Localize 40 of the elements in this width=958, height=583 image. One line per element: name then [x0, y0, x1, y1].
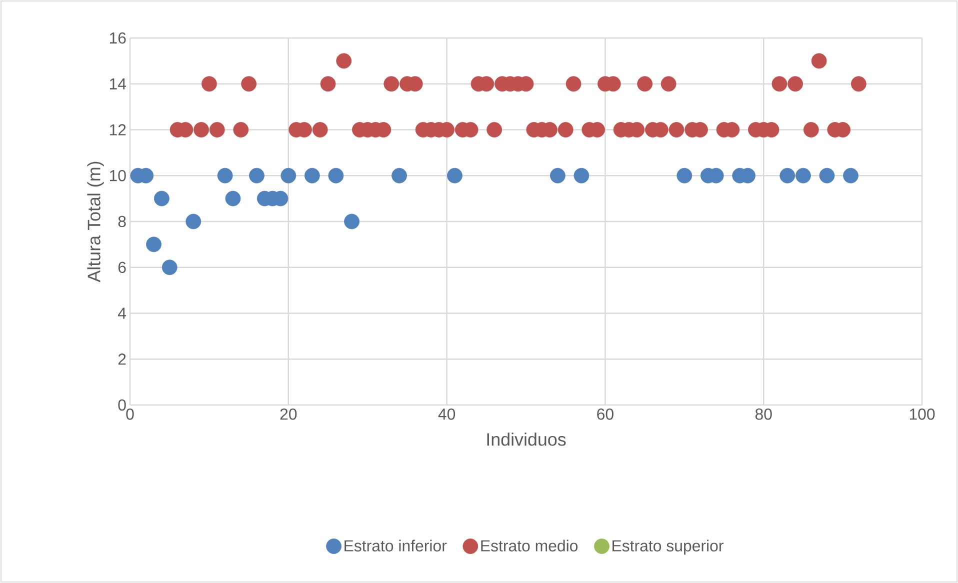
y-axis-title: Altura Total (m) — [87, 162, 104, 282]
point — [225, 190, 241, 206]
y-tick-label: 0 — [118, 399, 126, 411]
point — [186, 214, 202, 230]
y-tick-label: 16 — [110, 32, 126, 44]
x-tick-label: 20 — [280, 408, 297, 420]
point — [162, 260, 178, 276]
legend-label: Estrato inferior — [344, 540, 447, 552]
y-tick-label: 2 — [118, 354, 126, 365]
point — [550, 168, 566, 184]
x-tick-label: 60 — [597, 408, 614, 420]
y-tick-label: 6 — [118, 262, 126, 274]
x-tick-label: 100 — [910, 408, 935, 420]
point — [280, 168, 296, 184]
point — [819, 168, 835, 184]
y-tick-label: 10 — [110, 170, 126, 182]
point — [392, 168, 407, 184]
point — [217, 168, 233, 184]
y-tick-label: 14 — [110, 78, 126, 90]
point — [154, 190, 170, 206]
point — [574, 168, 590, 184]
x-axis-title: Individuos — [487, 432, 566, 446]
point — [344, 214, 360, 230]
point — [447, 168, 462, 184]
point — [780, 168, 796, 184]
x-tick-label: 0 — [126, 408, 134, 420]
legend-label: Estrato medio — [481, 540, 578, 552]
point — [304, 168, 320, 184]
point — [249, 168, 264, 184]
point — [843, 168, 858, 184]
point — [676, 168, 692, 184]
y-tick-label: 4 — [118, 308, 126, 319]
legend-label: Estrato superior — [612, 540, 724, 555]
point — [796, 168, 811, 184]
point — [146, 236, 162, 252]
point — [328, 168, 344, 184]
x-tick-label: 40 — [438, 408, 456, 420]
x-tick-label: 80 — [755, 408, 772, 420]
y-tick-label: 8 — [118, 216, 126, 228]
y-tick-label: 12 — [110, 124, 126, 136]
